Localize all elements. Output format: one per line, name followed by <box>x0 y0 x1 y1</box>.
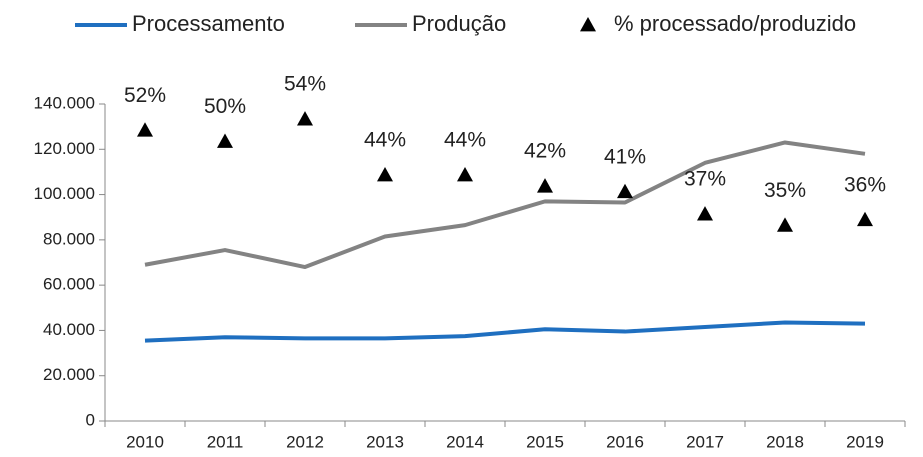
triangle-marker <box>457 167 473 182</box>
y-tick-label: 0 <box>86 410 95 429</box>
legend-label: Produção <box>412 11 506 36</box>
triangle-marker <box>857 211 873 227</box>
data-label: 37% <box>684 168 726 191</box>
y-tick-label: 60.000 <box>43 275 95 294</box>
y-tick-label: 40.000 <box>43 320 95 339</box>
y-tick-label: 100.000 <box>34 184 95 203</box>
x-tick-label: 2019 <box>846 432 884 451</box>
y-tick-label: 120.000 <box>34 139 95 158</box>
data-label: 42% <box>524 140 566 163</box>
y-tick-label: 140.000 <box>34 93 95 112</box>
triangle-marker <box>137 122 153 137</box>
x-tick-label: 2013 <box>366 432 404 451</box>
triangle-marker <box>297 111 313 126</box>
y-tick-label: 80.000 <box>43 229 95 248</box>
x-tick-label: 2010 <box>126 432 164 451</box>
data-label: 54% <box>284 73 326 96</box>
x-tick-label: 2018 <box>766 432 804 451</box>
data-label: 44% <box>364 129 406 152</box>
data-label: 44% <box>444 129 486 152</box>
data-label: 35% <box>764 179 806 202</box>
triangle-marker <box>777 217 793 232</box>
x-tick-label: 2016 <box>606 432 644 451</box>
legend-label: Processamento <box>132 11 285 36</box>
x-tick-label: 2014 <box>446 432 484 451</box>
data-label: 41% <box>604 145 646 168</box>
x-tick-label: 2012 <box>286 432 324 451</box>
series-line <box>144 140 866 270</box>
x-tick-label: 2011 <box>207 432 244 451</box>
triangle-marker <box>697 206 713 221</box>
data-label: 50% <box>204 95 246 118</box>
triangle-marker <box>377 167 393 182</box>
legend-label: % processado/produzido <box>614 11 856 36</box>
x-tick-label: 2015 <box>526 432 564 451</box>
legend-symbol <box>580 17 596 32</box>
triangle-marker <box>217 133 233 148</box>
triangle-marker <box>537 178 553 193</box>
series-line <box>144 320 866 343</box>
triangle-marker <box>617 183 633 199</box>
data-label: 52% <box>124 84 166 107</box>
x-tick-label: 2017 <box>686 432 724 451</box>
data-label: 36% <box>844 173 886 196</box>
y-tick-label: 20.000 <box>43 365 95 384</box>
